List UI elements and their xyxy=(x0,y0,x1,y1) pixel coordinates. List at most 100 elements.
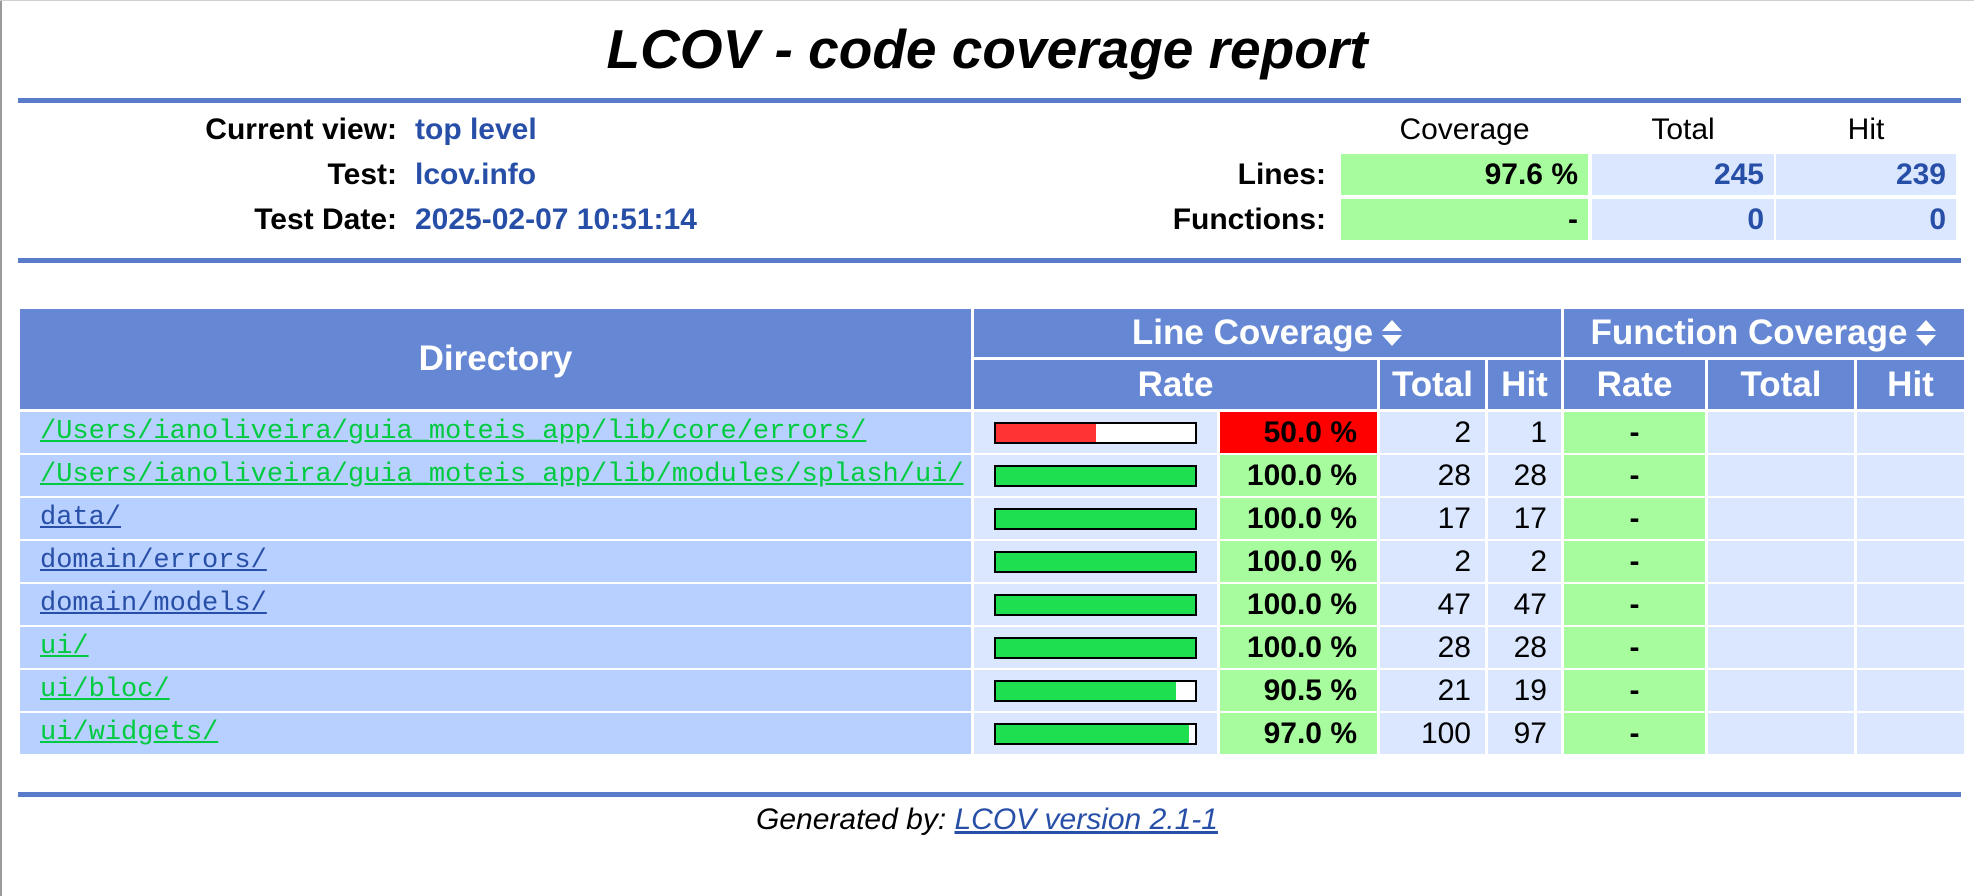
header-bottom-rule xyxy=(18,258,1961,263)
coverage-bar-fill xyxy=(996,510,1195,528)
function-rate-cell: - xyxy=(1564,541,1705,582)
function-hit-cell xyxy=(1857,455,1964,496)
coverage-bar xyxy=(994,551,1197,573)
function-total-header: Total xyxy=(1708,360,1854,409)
coverage-bar xyxy=(994,422,1197,444)
table-row-directory: domain/models/ xyxy=(20,584,971,625)
line-rate-cell: 100.0 % xyxy=(1220,455,1377,496)
line-coverage-bar-cell xyxy=(974,412,1217,453)
current-view-label: Current view: xyxy=(205,113,397,146)
coverage-bar xyxy=(994,508,1197,530)
line-coverage-bar-cell xyxy=(974,498,1217,539)
directory-link[interactable]: domain/models/ xyxy=(40,589,267,619)
line-coverage-header[interactable]: Line Coverage xyxy=(974,309,1561,357)
lines-total-value: 245 xyxy=(1592,154,1774,195)
function-rate-cell: - xyxy=(1564,498,1705,539)
function-total-cell xyxy=(1708,498,1854,539)
table-row-directory: /Users/ianoliveira/guia_moteis_app/lib/m… xyxy=(20,455,971,496)
line-total-cell: 100 xyxy=(1380,713,1485,754)
directory-link[interactable]: /Users/ianoliveira/guia_moteis_app/lib/m… xyxy=(40,460,964,490)
line-total-cell: 2 xyxy=(1380,412,1485,453)
function-hit-cell xyxy=(1857,541,1964,582)
lcov-version-link[interactable]: LCOV version 2.1-1 xyxy=(954,803,1218,836)
line-rate-cell: 97.0 % xyxy=(1220,713,1377,754)
line-total-header: Total xyxy=(1380,360,1485,409)
directory-link[interactable]: domain/errors/ xyxy=(40,546,267,576)
line-total-cell: 2 xyxy=(1380,541,1485,582)
line-total-cell: 47 xyxy=(1380,584,1485,625)
summary-total-header: Total xyxy=(1651,113,1715,146)
table-row-directory: ui/widgets/ xyxy=(20,713,971,754)
directory-link[interactable]: ui/ xyxy=(40,632,89,662)
function-hit-cell xyxy=(1857,670,1964,711)
window-top-border xyxy=(0,0,1974,1)
line-coverage-bar-cell xyxy=(974,627,1217,668)
coverage-bar xyxy=(994,465,1197,487)
function-hit-cell xyxy=(1857,627,1964,668)
directory-column-header: Directory xyxy=(20,309,971,409)
function-total-cell xyxy=(1708,584,1854,625)
line-rate-cell: 100.0 % xyxy=(1220,627,1377,668)
function-total-cell xyxy=(1708,412,1854,453)
function-hit-header: Hit xyxy=(1857,360,1964,409)
summary-coverage-header: Coverage xyxy=(1399,113,1530,146)
lines-label: Lines: xyxy=(1237,158,1326,191)
directory-link[interactable]: data/ xyxy=(40,503,122,533)
test-label: Test: xyxy=(327,158,397,191)
line-hit-header: Hit xyxy=(1488,360,1561,409)
line-total-cell: 21 xyxy=(1380,670,1485,711)
coverage-bar-fill xyxy=(996,725,1190,743)
function-hit-cell xyxy=(1857,713,1964,754)
function-total-cell xyxy=(1708,627,1854,668)
footer-rule xyxy=(18,792,1961,797)
coverage-bar-fill xyxy=(996,596,1195,614)
line-coverage-bar-cell xyxy=(974,670,1217,711)
line-hit-cell: 1 xyxy=(1488,412,1561,453)
lines-coverage-value: 97.6 % xyxy=(1341,154,1588,195)
coverage-bar-fill xyxy=(996,682,1177,700)
function-total-cell xyxy=(1708,541,1854,582)
line-coverage-bar-cell xyxy=(974,584,1217,625)
generated-by-label: Generated by: xyxy=(756,803,947,836)
table-row-directory: domain/errors/ xyxy=(20,541,971,582)
directory-link[interactable]: ui/widgets/ xyxy=(40,718,219,748)
test-value: lcov.info xyxy=(415,158,537,191)
function-hit-cell xyxy=(1857,584,1964,625)
coverage-bar-fill xyxy=(996,639,1195,657)
functions-coverage-value: - xyxy=(1341,199,1588,240)
line-coverage-bar-cell xyxy=(974,455,1217,496)
function-rate-cell: - xyxy=(1564,713,1705,754)
directory-link[interactable]: ui/bloc/ xyxy=(40,675,170,705)
coverage-bar xyxy=(994,680,1197,702)
line-rate-cell: 100.0 % xyxy=(1220,584,1377,625)
line-rate-cell: 50.0 % xyxy=(1220,412,1377,453)
function-coverage-header[interactable]: Function Coverage xyxy=(1564,309,1964,357)
test-date-label: Test Date: xyxy=(254,203,397,236)
sort-icon[interactable] xyxy=(1915,318,1937,348)
function-hit-cell xyxy=(1857,412,1964,453)
function-rate-cell: - xyxy=(1564,670,1705,711)
line-hit-cell: 28 xyxy=(1488,627,1561,668)
function-rate-cell: - xyxy=(1564,627,1705,668)
coverage-bar xyxy=(994,637,1197,659)
coverage-bar xyxy=(994,594,1197,616)
coverage-bar xyxy=(994,723,1197,745)
line-rate-cell: 90.5 % xyxy=(1220,670,1377,711)
line-total-cell: 28 xyxy=(1380,455,1485,496)
table-row-directory: /Users/ianoliveira/guia_moteis_app/lib/c… xyxy=(20,412,971,453)
sort-icon[interactable] xyxy=(1381,318,1403,348)
line-coverage-bar-cell xyxy=(974,541,1217,582)
line-rate-cell: 100.0 % xyxy=(1220,498,1377,539)
header-top-rule xyxy=(18,98,1961,103)
line-hit-cell: 97 xyxy=(1488,713,1561,754)
function-total-cell xyxy=(1708,670,1854,711)
functions-hit-value: 0 xyxy=(1776,199,1956,240)
window-left-border xyxy=(0,0,2,896)
line-hit-cell: 47 xyxy=(1488,584,1561,625)
function-rate-cell: - xyxy=(1564,584,1705,625)
directory-link[interactable]: /Users/ianoliveira/guia_moteis_app/lib/c… xyxy=(40,417,867,447)
footer: Generated by: LCOV version 2.1-1 xyxy=(0,798,1974,842)
line-total-cell: 17 xyxy=(1380,498,1485,539)
current-view-link[interactable]: top level xyxy=(415,113,537,146)
function-rate-cell: - xyxy=(1564,455,1705,496)
